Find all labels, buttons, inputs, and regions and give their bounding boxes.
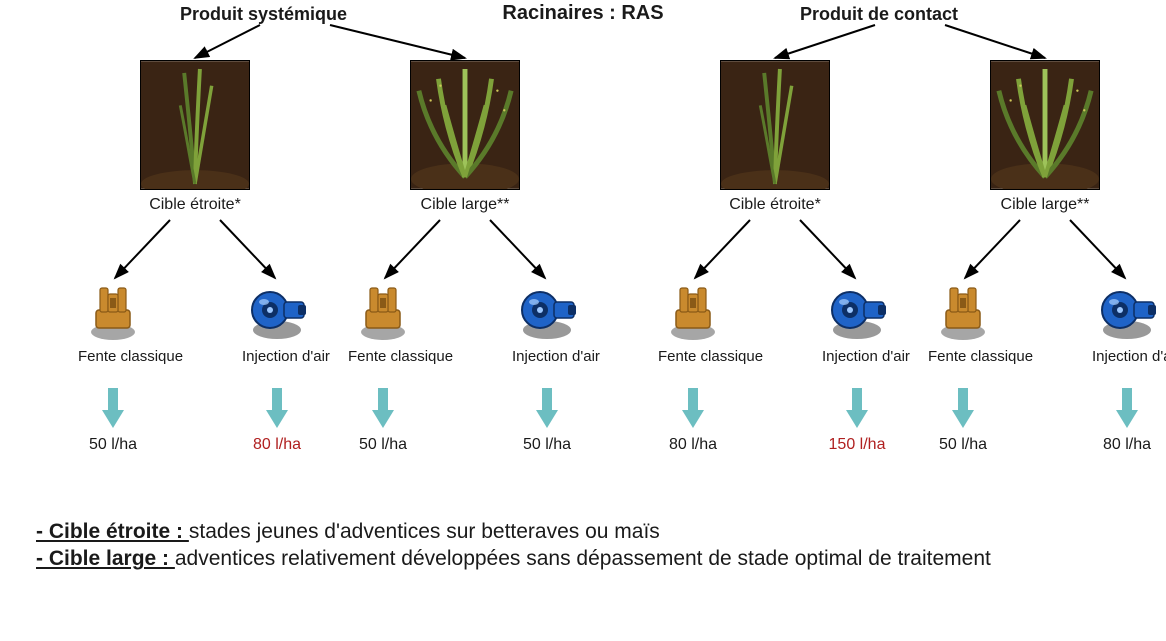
- diagram-area: Cible étroite* Fente classique 50 l/ha I…: [0, 30, 1166, 500]
- down-arrow-icon: [1116, 388, 1138, 428]
- plant-wide-icon: [990, 60, 1100, 190]
- nozzle-fente-icon: [82, 280, 144, 342]
- rate-label: 50 l/ha: [68, 436, 158, 454]
- down-arrow-icon: [266, 388, 288, 428]
- rate-label: 80 l/ha: [648, 436, 738, 454]
- def-etroite-rest: stades jeunes d'adventices sur betterave…: [189, 520, 660, 543]
- product-label-systemic: Produit systémique: [180, 4, 347, 25]
- nozzle-fente-icon: [932, 280, 994, 342]
- nozzle-fente: Fente classique: [348, 280, 418, 365]
- footer-definitions: - Cible étroite : stades jeunes d'advent…: [36, 518, 1130, 573]
- nozzle-fente-icon: [352, 280, 414, 342]
- cible-etroite-label: Cible étroite*: [729, 196, 821, 214]
- nozzle-fente-icon: [662, 280, 724, 342]
- def-cible-large: - Cible large : adventices relativement …: [36, 545, 1130, 572]
- def-etroite-lead: - Cible étroite :: [36, 520, 189, 543]
- branch-1: Cible large** Fente classique 50 l/ha In…: [330, 30, 600, 500]
- plant-narrow-icon: [720, 60, 830, 190]
- down-arrow-icon: [846, 388, 868, 428]
- rate-label: 80 l/ha: [232, 436, 322, 454]
- nozzle-injection: Injection d'air: [1092, 280, 1162, 365]
- nozzle-fente-label: Fente classique: [78, 348, 148, 365]
- def-large-lead: - Cible large :: [36, 547, 175, 570]
- branch-3: Cible large** Fente classique 50 l/ha In…: [910, 30, 1166, 500]
- rate-label: 50 l/ha: [338, 436, 428, 454]
- rate-label: 50 l/ha: [502, 436, 592, 454]
- nozzle-injection: Injection d'air: [512, 280, 582, 365]
- nozzle-fente: Fente classique: [78, 280, 148, 365]
- nozzle-fente: Fente classique: [928, 280, 998, 365]
- branch-0: Cible étroite* Fente classique 50 l/ha I…: [60, 30, 330, 500]
- branch-2: Cible étroite* Fente classique 80 l/ha I…: [640, 30, 910, 500]
- header-row: Racinaires : RAS Produit systémique Prod…: [0, 0, 1166, 30]
- down-arrow-icon: [536, 388, 558, 428]
- nozzle-fente-label: Fente classique: [348, 348, 418, 365]
- cible-large-label: Cible large**: [1001, 196, 1090, 214]
- cible-large-label: Cible large**: [421, 196, 510, 214]
- def-cible-etroite: - Cible étroite : stades jeunes d'advent…: [36, 518, 1130, 545]
- nozzle-injection: Injection d'air: [242, 280, 312, 365]
- nozzle-fente: Fente classique: [658, 280, 728, 365]
- down-arrow-icon: [372, 388, 394, 428]
- cible-etroite-label: Cible étroite*: [149, 196, 241, 214]
- rate-label: 150 l/ha: [812, 436, 902, 454]
- def-large-rest: adventices relativement développées sans…: [175, 547, 991, 570]
- nozzle-injection-label: Injection d'air: [822, 348, 892, 365]
- nozzle-injection-icon: [516, 280, 578, 342]
- rate-label: 50 l/ha: [918, 436, 1008, 454]
- nozzle-fente-label: Fente classique: [928, 348, 998, 365]
- nozzle-injection-icon: [246, 280, 308, 342]
- nozzle-injection: Injection d'air: [822, 280, 892, 365]
- down-arrow-icon: [102, 388, 124, 428]
- title-center: Racinaires : RAS: [502, 2, 663, 25]
- nozzle-injection-label: Injection d'air: [1092, 348, 1162, 365]
- nozzle-injection-label: Injection d'air: [242, 348, 312, 365]
- down-arrow-icon: [682, 388, 704, 428]
- nozzle-injection-icon: [826, 280, 888, 342]
- nozzle-fente-label: Fente classique: [658, 348, 728, 365]
- plant-wide-icon: [410, 60, 520, 190]
- rate-label: 80 l/ha: [1082, 436, 1166, 454]
- nozzle-injection-icon: [1096, 280, 1158, 342]
- nozzle-injection-label: Injection d'air: [512, 348, 582, 365]
- plant-narrow-icon: [140, 60, 250, 190]
- product-label-contact: Produit de contact: [800, 4, 958, 25]
- down-arrow-icon: [952, 388, 974, 428]
